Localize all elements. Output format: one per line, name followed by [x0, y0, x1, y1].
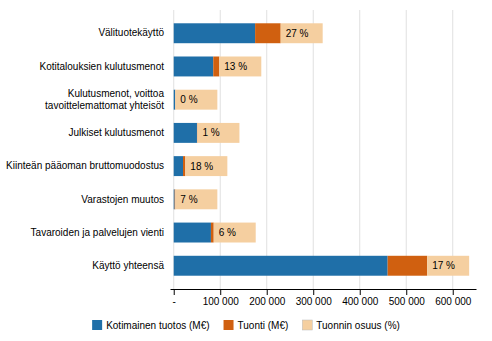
tick-label: 200 000	[249, 296, 286, 307]
marks	[174, 23, 469, 275]
data-label: 18 %	[190, 161, 213, 172]
tick-label: 600 000	[435, 296, 472, 307]
grid-line	[406, 10, 407, 289]
grid-line	[359, 10, 360, 289]
tick-mark	[406, 289, 407, 295]
grid-line	[173, 10, 174, 289]
bar	[174, 90, 175, 110]
tick-label: Välituotekäyttö	[98, 27, 164, 38]
grid-line	[266, 10, 267, 289]
tick-label: Kiinteän pääoman bruttomuodostus	[6, 160, 164, 171]
y-tick: Välituotekäyttö	[98, 27, 170, 38]
legend-item: Tuonnin osuus (%)	[302, 320, 400, 331]
x-tick: 500 000	[389, 289, 426, 307]
legend-swatch	[302, 320, 312, 330]
share-box	[197, 123, 239, 143]
bar	[174, 156, 183, 176]
share-box	[281, 23, 323, 43]
chart-svg: 27 % 13 % 0 % 1 % 18 % 7 % 6 % 17 % - 100 000 200 …	[0, 0, 492, 341]
y-tick: Kiinteän pääoman bruttomuodostus	[6, 160, 170, 171]
tick-label: Kotitalouksien kulutusmenot	[39, 61, 164, 72]
tick-label: Käyttö yhteensä	[92, 260, 164, 271]
grid	[174, 10, 453, 289]
share-box	[185, 156, 227, 176]
legend-label: Kotimainen tuotos (M€)	[106, 320, 209, 331]
y-tick: Varastojen muutos	[81, 194, 170, 205]
bar	[255, 23, 281, 43]
data-label: 27 %	[286, 28, 309, 39]
bar	[174, 223, 211, 243]
tick-label: -	[173, 296, 176, 307]
tick-mark	[220, 289, 221, 295]
y-axis: Välituotekäyttö Kotitalouksien kulutusmen…	[6, 27, 170, 271]
share-box	[175, 189, 217, 209]
x-tick: 400 000	[342, 289, 379, 307]
data-label: 6 %	[219, 227, 236, 238]
x-tick: 600 000	[435, 289, 472, 307]
x-axis: - 100 000 200 000 300 000 400 000 500 000 600 …	[171, 289, 477, 307]
legend-item: Tuonti (M€)	[224, 320, 289, 331]
legend-swatch	[224, 320, 234, 330]
x-tick: -	[173, 289, 176, 307]
legend-item: Kotimainen tuotos (M€)	[92, 320, 209, 331]
tick-mark	[453, 289, 454, 295]
bar	[213, 57, 219, 77]
tick-label: 300 000	[296, 296, 333, 307]
tick-label: Julkiset kulutusmenot	[68, 127, 164, 138]
bar	[211, 223, 214, 243]
legend-label: Tuonti (M€)	[238, 320, 289, 331]
bar	[174, 57, 214, 77]
bar	[174, 256, 388, 276]
x-tick: 300 000	[296, 289, 333, 307]
bar	[174, 123, 197, 143]
y-tick: Käyttö yhteensä	[92, 260, 170, 271]
x-tick: 100 000	[203, 289, 240, 307]
data-label: 0 %	[180, 94, 197, 105]
data-labels: 27 % 13 % 0 % 1 % 18 % 7 % 6 % 17 %	[180, 28, 455, 272]
data-label: 1 %	[202, 127, 219, 138]
share-box	[219, 57, 261, 77]
grid-line	[220, 10, 221, 289]
legend: Kotimainen tuotos (M€) Tuonti (M€) Tuonnin…	[92, 320, 400, 331]
tick-mark	[267, 289, 268, 295]
tick-label: Kulutusmenot, voittoatavoittelemattomat …	[45, 88, 164, 111]
x-tick: 200 000	[249, 289, 286, 307]
tick-label: Varastojen muutos	[81, 194, 164, 205]
legend-swatch	[92, 320, 102, 330]
bar	[173, 189, 175, 209]
grid-line	[452, 10, 453, 289]
axis-line	[171, 289, 477, 290]
bar	[174, 23, 255, 43]
bar	[183, 156, 185, 176]
share-box	[214, 223, 256, 243]
plot-area: 27 % 13 % 0 % 1 % 18 % 7 % 6 % 17 % - 100 000 200 …	[6, 10, 476, 307]
share-box	[175, 90, 217, 110]
y-tick: Kotitalouksien kulutusmenot	[39, 61, 170, 72]
tick-mark	[174, 289, 175, 295]
data-label: 13 %	[224, 61, 247, 72]
tick-label: Tavaroiden ja palvelujen vienti	[31, 227, 164, 238]
data-label: 17 %	[432, 260, 455, 271]
data-label: 7 %	[180, 194, 197, 205]
y-tick: Kulutusmenot, voittoatavoittelemattomat …	[45, 88, 170, 111]
y-tick: Julkiset kulutusmenot	[68, 127, 170, 138]
y-tick: Tavaroiden ja palvelujen vienti	[31, 227, 170, 238]
tick-label: 100 000	[203, 296, 240, 307]
tick-label: 500 000	[389, 296, 426, 307]
chart-container: 27 % 13 % 0 % 1 % 18 % 7 % 6 % 17 % - 100 000 200 …	[0, 0, 492, 341]
tick-mark	[313, 289, 314, 295]
tick-label: 400 000	[342, 296, 379, 307]
grid-line	[313, 10, 314, 289]
tick-mark	[360, 289, 361, 295]
bar	[388, 256, 428, 276]
share-box	[427, 256, 469, 276]
legend-label: Tuonnin osuus (%)	[316, 320, 400, 331]
